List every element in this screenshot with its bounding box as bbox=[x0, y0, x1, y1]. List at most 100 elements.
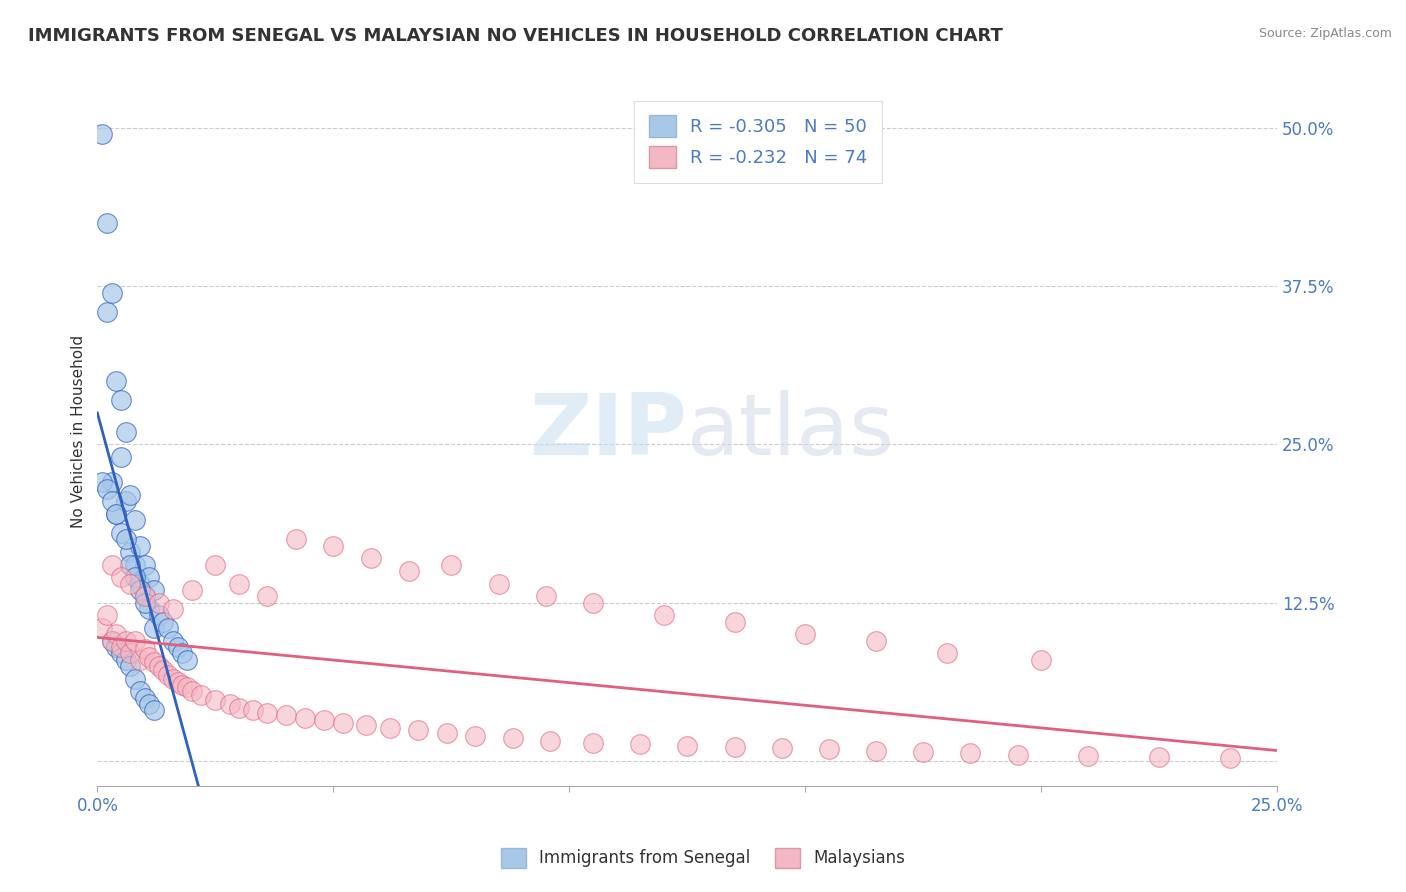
Point bbox=[1219, 751, 1241, 765]
Point bbox=[100, 558, 122, 572]
Point bbox=[91, 475, 114, 490]
Point bbox=[332, 715, 354, 730]
Point bbox=[134, 642, 156, 657]
Point bbox=[100, 633, 122, 648]
Point bbox=[1149, 750, 1171, 764]
Point bbox=[228, 700, 250, 714]
Point bbox=[124, 558, 146, 572]
Point bbox=[723, 739, 745, 754]
Point bbox=[180, 582, 202, 597]
Point bbox=[124, 570, 146, 584]
Point bbox=[105, 640, 128, 654]
Point bbox=[538, 733, 561, 747]
Point bbox=[276, 708, 298, 723]
Point bbox=[96, 608, 118, 623]
Point bbox=[114, 494, 136, 508]
Point bbox=[105, 507, 128, 521]
Point bbox=[148, 608, 170, 623]
Point bbox=[148, 659, 170, 673]
Legend: Immigrants from Senegal, Malaysians: Immigrants from Senegal, Malaysians bbox=[494, 841, 912, 875]
Point bbox=[356, 718, 378, 732]
Point bbox=[865, 633, 887, 648]
Point bbox=[114, 533, 136, 547]
Point bbox=[628, 738, 651, 752]
Point bbox=[120, 576, 142, 591]
Point bbox=[105, 627, 128, 641]
Point bbox=[124, 513, 146, 527]
Point bbox=[110, 450, 132, 464]
Point bbox=[228, 576, 250, 591]
Point bbox=[110, 640, 132, 654]
Point bbox=[134, 558, 156, 572]
Point bbox=[128, 582, 150, 597]
Point bbox=[100, 475, 122, 490]
Point bbox=[378, 721, 401, 735]
Point bbox=[114, 652, 136, 666]
Point bbox=[172, 678, 194, 692]
Point bbox=[110, 526, 132, 541]
Y-axis label: No Vehicles in Household: No Vehicles in Household bbox=[72, 335, 86, 528]
Point bbox=[110, 570, 132, 584]
Point bbox=[138, 697, 160, 711]
Point bbox=[91, 128, 114, 142]
Point bbox=[912, 745, 935, 759]
Point bbox=[312, 714, 335, 728]
Text: atlas: atlas bbox=[688, 391, 896, 474]
Point bbox=[865, 744, 887, 758]
Point bbox=[128, 539, 150, 553]
Point bbox=[464, 729, 486, 743]
Legend: R = -0.305   N = 50, R = -0.232   N = 74: R = -0.305 N = 50, R = -0.232 N = 74 bbox=[634, 101, 882, 183]
Point bbox=[582, 736, 605, 750]
Point bbox=[134, 596, 156, 610]
Text: IMMIGRANTS FROM SENEGAL VS MALAYSIAN NO VEHICLES IN HOUSEHOLD CORRELATION CHART: IMMIGRANTS FROM SENEGAL VS MALAYSIAN NO … bbox=[28, 27, 1002, 45]
Point bbox=[440, 558, 463, 572]
Point bbox=[124, 672, 146, 686]
Point bbox=[148, 596, 170, 610]
Point bbox=[124, 633, 146, 648]
Point bbox=[794, 627, 817, 641]
Point bbox=[284, 533, 307, 547]
Point bbox=[360, 551, 382, 566]
Point bbox=[770, 741, 793, 756]
Point bbox=[100, 633, 122, 648]
Point bbox=[1007, 747, 1029, 762]
Point bbox=[110, 393, 132, 408]
Point bbox=[120, 558, 142, 572]
Point bbox=[120, 545, 142, 559]
Point bbox=[218, 697, 240, 711]
Point bbox=[172, 646, 194, 660]
Point bbox=[935, 646, 957, 660]
Point bbox=[138, 650, 160, 665]
Point bbox=[120, 646, 142, 660]
Point bbox=[408, 723, 430, 738]
Point bbox=[128, 576, 150, 591]
Point bbox=[100, 285, 122, 300]
Point bbox=[138, 570, 160, 584]
Point bbox=[143, 621, 166, 635]
Point bbox=[162, 633, 184, 648]
Point bbox=[176, 681, 198, 695]
Point bbox=[114, 633, 136, 648]
Point bbox=[134, 690, 156, 705]
Point bbox=[152, 615, 174, 629]
Point bbox=[582, 596, 605, 610]
Point bbox=[502, 731, 524, 745]
Point bbox=[190, 688, 212, 702]
Point bbox=[959, 746, 981, 760]
Point bbox=[120, 659, 142, 673]
Point bbox=[157, 667, 180, 681]
Point bbox=[652, 608, 675, 623]
Point bbox=[96, 482, 118, 496]
Point bbox=[176, 652, 198, 666]
Point bbox=[143, 703, 166, 717]
Point bbox=[1077, 748, 1099, 763]
Point bbox=[134, 590, 156, 604]
Point bbox=[120, 488, 142, 502]
Point bbox=[242, 703, 264, 717]
Point bbox=[143, 582, 166, 597]
Point bbox=[818, 742, 841, 756]
Point bbox=[162, 602, 184, 616]
Point bbox=[110, 646, 132, 660]
Point bbox=[180, 684, 202, 698]
Point bbox=[436, 726, 458, 740]
